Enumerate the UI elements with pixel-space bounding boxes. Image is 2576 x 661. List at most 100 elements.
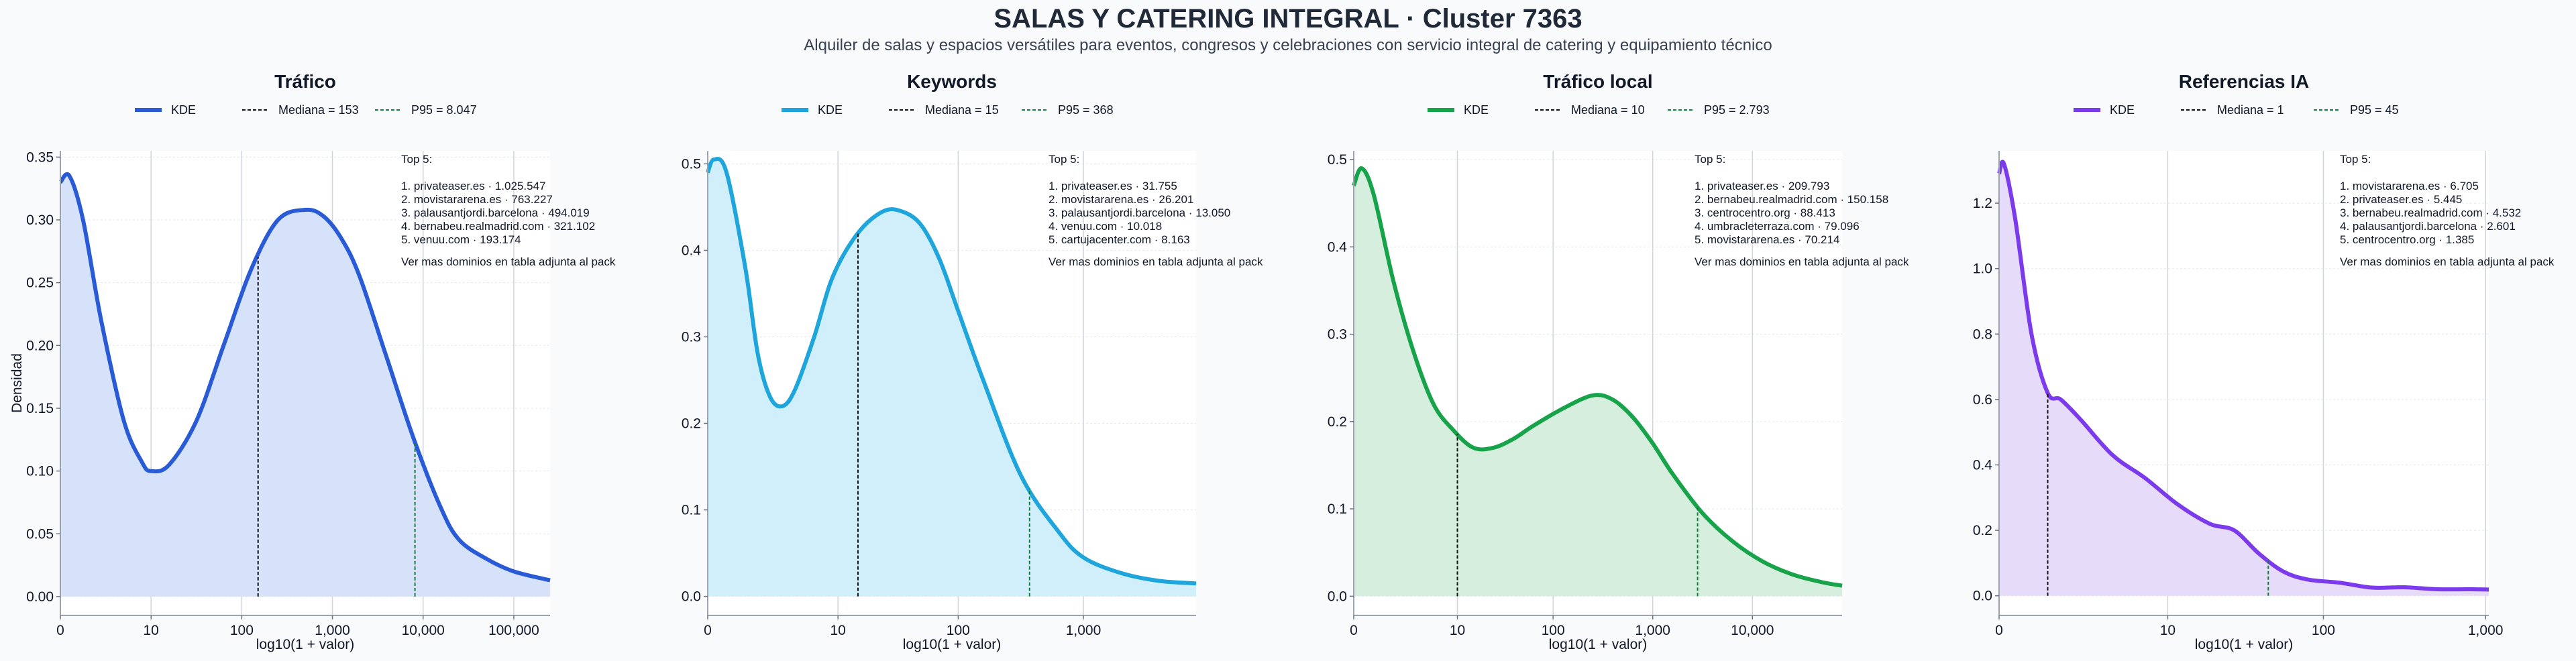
annotation-line: 2. privateaser.es · 5.445 [2340, 193, 2462, 206]
kde-line [706, 156, 1197, 586]
chart-1: 0.00 0.05 0.10 0.15 0.20 0.25 0.30 0.35 0 10 100 1,… [9, 71, 616, 652]
y-tick-label: 0.4 [1973, 458, 1993, 473]
legend-p95-label: P95 = 8.047 [411, 103, 477, 117]
y-tick-label: 0.5 [1328, 152, 1347, 168]
chart-4: 0.0 0.2 0.4 0.6 0.8 1.0 1.2 0 10 100 1,000 log10(1 … [1973, 71, 2555, 652]
annotation-line: 3. palausantjordi.barcelona · 13.050 [1049, 206, 1230, 219]
annotation-line: 5. movistararena.es · 70.214 [1695, 233, 1839, 246]
legend-kde-label: KDE [818, 103, 843, 117]
annotation-line: 3. bernabeu.realmadrid.com · 4.532 [2340, 206, 2521, 219]
x-axis-label: log10(1 + valor) [903, 637, 1002, 652]
kde-line [1352, 166, 1843, 588]
y-tick-label: 0.5 [682, 156, 701, 172]
y-tick-label: 0.4 [1328, 239, 1348, 255]
x-tick-label: 1,000 [1635, 623, 1670, 638]
y-tick-label: 0.4 [682, 243, 702, 258]
x-tick-label: 100,000 [488, 623, 539, 638]
y-tick-label: 0.1 [682, 503, 701, 518]
annotation-line: 3. palausantjordi.barcelona · 494.019 [401, 206, 590, 219]
x-tick-label: 100 [1542, 623, 1565, 638]
annotation-line: 4. palausantjordi.barcelona · 2.601 [2340, 220, 2516, 233]
x-tick-label: 1,000 [315, 623, 350, 638]
x-tick-label: 100 [2312, 623, 2335, 638]
annotation-line: 4. venuu.com · 10.018 [1049, 220, 1162, 233]
x-axis-label: log10(1 + valor) [256, 637, 355, 652]
annotation-footer: Ver mas dominios en tabla adjunta al pac… [1049, 255, 1263, 268]
annotation-line: 1. movistararena.es · 6.705 [2340, 180, 2479, 192]
y-tick-label: 1.0 [1973, 261, 1992, 277]
y-tick-label: 0.0 [1973, 589, 1992, 604]
chart-title: Keywords [907, 71, 997, 92]
annotation-heading: Top 5: [2340, 153, 2371, 166]
y-tick-label: 0.10 [26, 464, 54, 479]
kde-area [708, 158, 1196, 597]
annotation-line: 2. movistararena.es · 26.201 [1049, 193, 1193, 206]
page-subtitle: Alquiler de salas y espacios versátiles … [804, 36, 1772, 54]
kde-line [58, 172, 551, 583]
annotation-line: 3. centrocentro.org · 88.413 [1695, 206, 1835, 219]
y-tick-label: 0.8 [1973, 326, 1992, 342]
x-tick-label: 0 [704, 623, 712, 638]
legend-p95-label: P95 = 45 [2350, 103, 2399, 117]
y-tick-label: 0.30 [26, 213, 54, 228]
legend-p95-label: P95 = 368 [1058, 103, 1114, 117]
legend-median-label: Mediana = 10 [1571, 103, 1645, 117]
annotation-line: 2. bernabeu.realmadrid.com · 150.158 [1695, 193, 1888, 206]
x-tick-label: 0 [1350, 623, 1358, 638]
legend-median-label: Mediana = 1 [2217, 103, 2284, 117]
x-tick-label: 10 [1450, 623, 1465, 638]
annotation-footer: Ver mas dominios en tabla adjunta al pac… [1695, 255, 1909, 268]
annotation-line: 4. bernabeu.realmadrid.com · 321.102 [401, 220, 595, 233]
x-tick-label: 1,000 [2468, 623, 2504, 638]
x-tick-label: 100 [230, 623, 254, 638]
chart-3: 0.0 0.1 0.2 0.3 0.4 0.5 0 10 100 1,000 10,000 log10… [1328, 71, 1909, 652]
y-tick-label: 0.3 [1328, 327, 1347, 343]
y-tick-label: 0.15 [26, 401, 54, 416]
annotation-line: 5. cartujacenter.com · 8.163 [1049, 233, 1190, 246]
y-tick-label: 0.20 [26, 338, 54, 353]
chart-title: Referencias IA [2179, 71, 2310, 92]
annotation-line: 1. privateaser.es · 31.755 [1049, 180, 1177, 192]
kde-area [1999, 162, 2489, 596]
annotation-heading: Top 5: [401, 153, 432, 166]
annotation-footer: Ver mas dominios en tabla adjunta al pac… [2340, 255, 2555, 268]
y-tick-label: 0.0 [682, 589, 701, 605]
y-tick-label: 0.6 [1973, 392, 1992, 408]
x-tick-label: 10 [830, 623, 845, 638]
x-tick-label: 10 [144, 623, 159, 638]
y-tick-label: 0.25 [26, 276, 54, 291]
x-tick-label: 10,000 [1731, 623, 1774, 638]
annotation-line: 1. privateaser.es · 209.793 [1695, 180, 1829, 192]
legend-kde-label: KDE [2110, 103, 2135, 117]
annotation-heading: Top 5: [1049, 153, 1079, 166]
annotation-footer: Ver mas dominios en tabla adjunta al pac… [401, 255, 616, 268]
y-tick-label: 0.3 [682, 329, 701, 345]
annotation-line: 5. venuu.com · 193.174 [401, 233, 521, 246]
y-tick-label: 0.00 [26, 589, 54, 605]
annotation-line: 5. centrocentro.org · 1.385 [2340, 233, 2474, 246]
kde-area [1354, 168, 1842, 597]
y-tick-label: 0.35 [26, 149, 54, 165]
kde-area [60, 174, 550, 597]
x-tick-label: 0 [1995, 623, 2003, 638]
y-tick-label: 0.2 [1973, 523, 1992, 538]
x-tick-label: 1,000 [1066, 623, 1102, 638]
chart-title: Tráfico [274, 71, 336, 92]
legend-kde-label: KDE [171, 103, 196, 117]
y-tick-label: 0.1 [1328, 501, 1347, 517]
legend-median-label: Mediana = 153 [278, 103, 359, 117]
chart-title: Tráfico local [1543, 71, 1652, 92]
annotation-heading: Top 5: [1695, 153, 1725, 166]
annotation-line: 2. movistararena.es · 763.227 [401, 193, 553, 206]
y-tick-label: 0.2 [1328, 414, 1347, 430]
x-axis-label: log10(1 + valor) [1549, 637, 1648, 652]
page-title: SALAS Y CATERING INTEGRAL · Cluster 7363 [994, 4, 1582, 34]
annotation-line: 1. privateaser.es · 1.025.547 [401, 180, 545, 192]
legend-p95-label: P95 = 2.793 [1704, 103, 1770, 117]
x-tick-label: 0 [56, 623, 64, 638]
x-tick-label: 10,000 [402, 623, 445, 638]
x-tick-label: 10 [2160, 623, 2176, 638]
kde-line [1997, 160, 2489, 592]
legend-median-label: Mediana = 15 [925, 103, 999, 117]
